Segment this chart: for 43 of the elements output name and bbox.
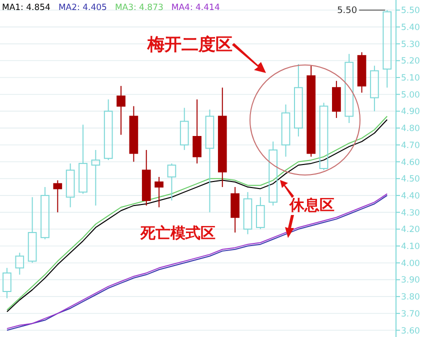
- y-tick-label: 3.80: [401, 292, 420, 303]
- candlestick: [294, 64, 303, 137]
- candlestick: [154, 176, 164, 208]
- candlestick: [205, 109, 214, 213]
- y-tick-label: 4.00: [401, 258, 420, 269]
- candlestick: [268, 141, 278, 206]
- candlestick: [192, 98, 202, 164]
- text: MA4: 4.414: [171, 3, 220, 13]
- y-tick-label: 5.40: [401, 22, 420, 33]
- annotation: 休息区: [288, 196, 334, 214]
- y-tick-label: 4.20: [401, 225, 420, 236]
- candlestick: [116, 85, 126, 136]
- y-tick-label: 4.30: [401, 208, 420, 218]
- y-tick-label: 5.30: [401, 40, 420, 50]
- y-tick-label: 3.90: [401, 276, 420, 286]
- text: MA3: 4.873: [114, 3, 164, 13]
- candlestick: [129, 106, 138, 162]
- text: MA2: 4.405: [58, 3, 107, 13]
- text: MA1: 4.854: [2, 3, 50, 13]
- annotation: 5.50: [337, 6, 358, 16]
- candlestick: [230, 186, 240, 234]
- y-tick-label: 3.60: [401, 326, 420, 336]
- y-tick-label: 4.90: [401, 107, 420, 118]
- candlestick: [142, 149, 151, 206]
- annotation: 梅开二度区: [146, 35, 232, 55]
- y-tick-label: 5.10: [401, 74, 420, 84]
- y-tick-label: 3.70: [401, 309, 420, 320]
- y-tick-label: 4.60: [401, 158, 420, 168]
- candlestick: [180, 107, 189, 150]
- annotation: 死亡模式区: [140, 224, 216, 242]
- y-tick-label: 5.20: [401, 56, 420, 67]
- candlestick: [281, 104, 290, 158]
- y-tick-label: 4.10: [401, 242, 420, 252]
- candlestick: [91, 149, 100, 206]
- candlestick: [218, 87, 227, 188]
- y-tick-label: 4.70: [401, 140, 420, 151]
- y-tick-label: 4.40: [401, 191, 420, 202]
- y-tick-label: 5.50: [401, 6, 420, 16]
- y-tick-label: 5.00: [401, 90, 420, 100]
- y-tick-label: 4.50: [401, 174, 420, 185]
- candlestick: [243, 192, 252, 235]
- y-tick-label: 4.80: [401, 124, 420, 134]
- candlestick: [370, 65, 379, 112]
